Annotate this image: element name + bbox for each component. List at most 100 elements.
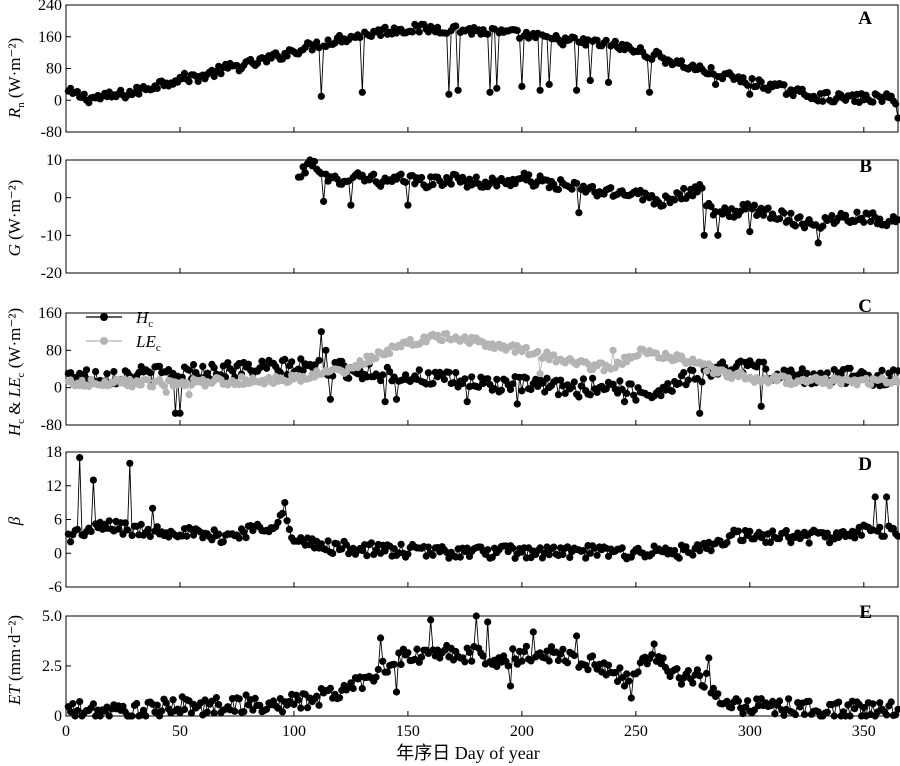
data-point (392, 395, 401, 403)
data-point (274, 518, 282, 526)
data-point (126, 459, 134, 467)
legend-hc-marker (100, 313, 108, 321)
panel-d-yticks: -6 0 6 12 18 (46, 444, 71, 596)
panel-e-xticks: 0 50 100 150 200 250 300 350 (62, 711, 876, 740)
data-point (119, 702, 127, 711)
data-point (753, 82, 761, 90)
data-point (443, 330, 451, 338)
data-point (386, 349, 394, 358)
panel-e-ylabel: ET (mm·d⁻²) (5, 615, 24, 706)
data-point (529, 628, 537, 636)
data-point (363, 552, 371, 560)
data-point (299, 366, 307, 375)
data-point (668, 387, 676, 395)
data-point (509, 544, 517, 552)
data-point (390, 545, 398, 553)
panel-e-ylabel-main: ET (5, 684, 24, 706)
data-point (522, 374, 531, 382)
data-point (759, 358, 768, 366)
data-point (415, 28, 423, 36)
panel-a-yticks: -80 0 80 160 240 (38, 0, 71, 141)
data-point (180, 69, 189, 77)
data-point (121, 519, 129, 527)
data-point (757, 78, 765, 86)
data-point (322, 346, 330, 354)
data-point (570, 651, 578, 660)
data-point (240, 528, 248, 536)
data-point (559, 645, 567, 653)
x-tick-label: 50 (172, 723, 188, 740)
data-point (429, 551, 437, 559)
data-point (746, 527, 754, 536)
data-point (235, 695, 243, 703)
data-point (110, 368, 118, 376)
panel-c-ylabel-sub2: c (15, 372, 27, 377)
data-point (805, 539, 813, 547)
data-point (80, 90, 88, 98)
panel-d-letter: D (858, 454, 872, 475)
data-point (894, 532, 900, 540)
data-point (76, 698, 84, 706)
data-point (541, 388, 549, 396)
data-point (146, 532, 154, 541)
data-point (153, 701, 161, 709)
svg-text:Rn (W·m⁻²): Rn (W·m⁻²) (5, 38, 27, 119)
data-point (242, 534, 250, 542)
data-point (723, 539, 731, 547)
data-point (244, 360, 252, 368)
data-point (320, 197, 328, 205)
data-point (707, 547, 715, 555)
data-point (208, 536, 216, 544)
data-point (472, 173, 480, 181)
data-point (543, 647, 551, 655)
data-point (798, 365, 806, 373)
data-point (445, 90, 453, 98)
data-point (883, 493, 891, 501)
series-line (67, 23, 899, 119)
data-point (819, 222, 827, 230)
data-point (739, 710, 747, 718)
legend-item-hc: Hc (86, 308, 153, 330)
data-point (139, 706, 148, 714)
y-tick-label: 5.0 (42, 608, 62, 625)
data-point (561, 389, 569, 397)
data-point (584, 360, 592, 368)
panel-b-ylabel-main: G (5, 244, 24, 256)
data-point (402, 178, 410, 186)
data-point (484, 618, 492, 626)
data-point (757, 402, 765, 410)
data-point (593, 36, 601, 44)
data-point (217, 70, 225, 78)
panel-c-ylabel-unit: (W·m⁻²) (5, 308, 24, 373)
data-point (682, 543, 690, 551)
data-point (301, 169, 309, 177)
data-point (315, 701, 323, 709)
data-point (338, 545, 346, 553)
x-tick-label: 200 (510, 723, 534, 740)
data-point (67, 708, 75, 716)
data-point (604, 552, 613, 560)
data-point (263, 705, 271, 713)
data-point (103, 370, 111, 378)
data-point (358, 171, 366, 179)
data-point (383, 668, 391, 676)
data-point (869, 700, 877, 708)
data-point (304, 704, 312, 712)
data-point (509, 645, 517, 653)
data-point (575, 393, 583, 401)
data-point (358, 546, 366, 555)
data-point (559, 41, 567, 49)
data-point (146, 369, 154, 377)
data-point (133, 699, 141, 708)
panel-b-ylabel-unit: (W·m⁻²) (5, 180, 24, 245)
data-point (892, 711, 900, 719)
data-point (128, 531, 136, 540)
data-point (750, 201, 759, 209)
data-point (242, 691, 250, 699)
data-point (438, 337, 446, 345)
y-tick-label: 0 (54, 708, 62, 725)
data-point (536, 86, 544, 94)
data-point (324, 537, 332, 545)
data-point (620, 682, 629, 690)
